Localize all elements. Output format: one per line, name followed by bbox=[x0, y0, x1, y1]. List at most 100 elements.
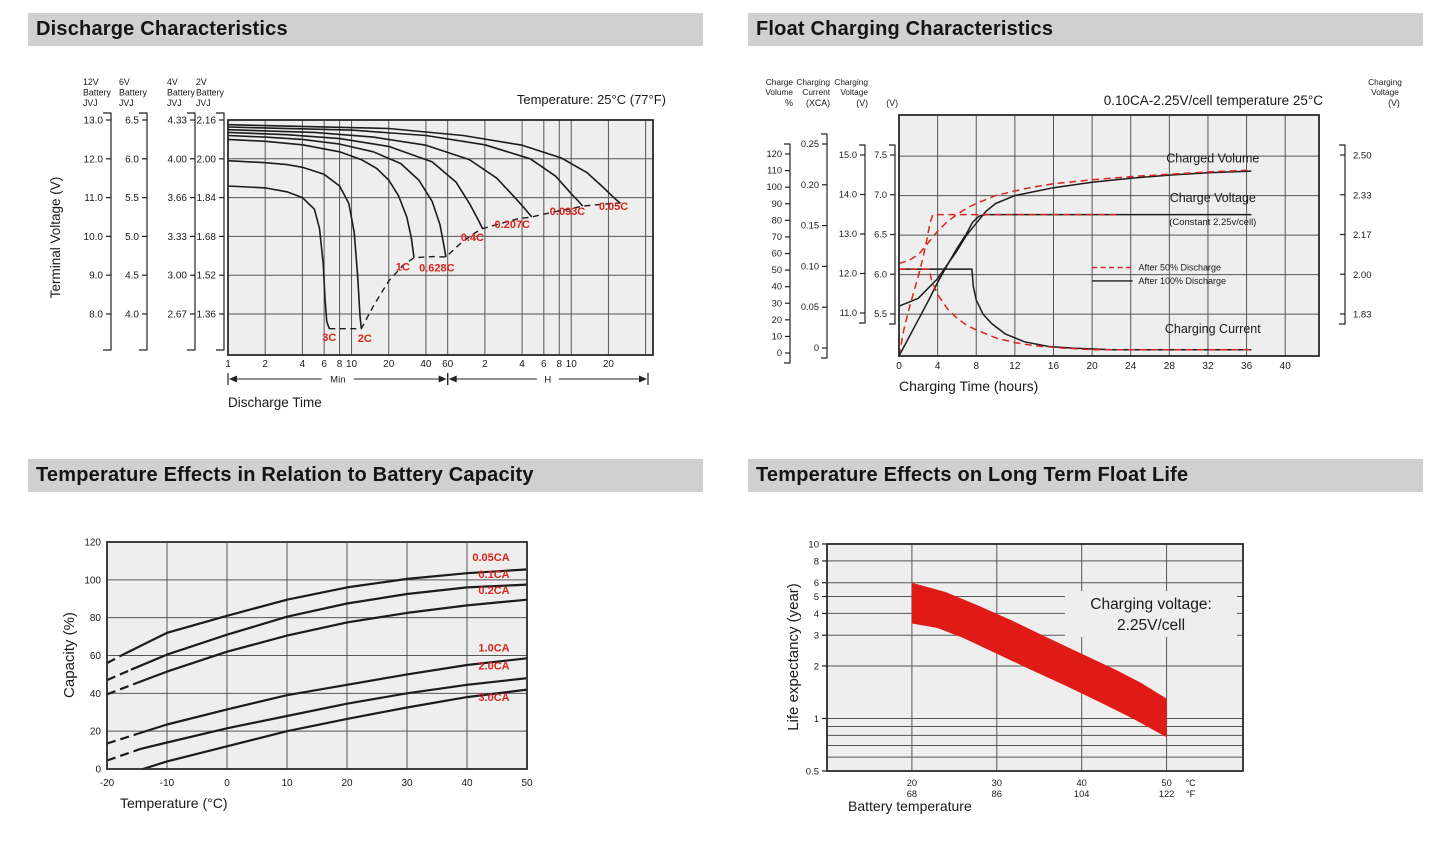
y-tick-label: 0.25 bbox=[801, 139, 819, 149]
right-tick-label: 2.50 bbox=[1353, 151, 1372, 162]
y-tick-label: 20 bbox=[90, 727, 102, 738]
axis-header: Charge bbox=[766, 77, 794, 87]
y-tick-label: 3 bbox=[814, 631, 819, 642]
curve-label-0.628C: 0.628C bbox=[419, 262, 455, 274]
x-tick-label: 28 bbox=[1164, 361, 1176, 372]
plot-border bbox=[826, 543, 1244, 772]
plot-border bbox=[227, 119, 654, 356]
y-tick-label: 0 bbox=[777, 348, 782, 358]
annotation-line1: Charging voltage: bbox=[1090, 596, 1212, 613]
y-tick-label: 9.0 bbox=[89, 271, 103, 282]
x-tick-label: -10 bbox=[160, 778, 175, 789]
y-tick-label: 50 bbox=[772, 265, 782, 275]
left-arrowhead bbox=[448, 375, 457, 383]
x-tick-label: 20 bbox=[1087, 361, 1099, 372]
span-label: H bbox=[544, 375, 551, 386]
plot-annotation: Charged Volume bbox=[1166, 151, 1259, 165]
curve-label-2C: 2C bbox=[358, 333, 372, 345]
y-tick-label: 80 bbox=[90, 613, 102, 624]
x-tick-label: 10 bbox=[566, 359, 578, 370]
y-tick-label: 10 bbox=[772, 331, 782, 341]
y-tick-label: 0 bbox=[95, 765, 101, 776]
y-tick-label: 11.0 bbox=[840, 308, 857, 318]
y-tick-label: 60 bbox=[772, 249, 782, 259]
curve-label-3.0CA: 3.0CA bbox=[478, 692, 509, 704]
y-tick-label: 2.16 bbox=[197, 116, 217, 127]
y-tick-label: 2.00 bbox=[197, 154, 217, 165]
section-header-temp-capacity: Temperature Effects in Relation to Batte… bbox=[28, 459, 703, 492]
y-tick-label: 14.0 bbox=[839, 190, 857, 200]
curve-label-0.1CA: 0.1CA bbox=[478, 569, 509, 581]
plot-border bbox=[106, 541, 528, 770]
series-after_50-charging_current bbox=[899, 268, 1252, 351]
x-tick-label-fahrenheit: 104 bbox=[1074, 789, 1090, 799]
x-axis-title: Temperature (°C) bbox=[120, 795, 228, 811]
y-tick-label: 120 bbox=[766, 149, 782, 159]
x-tick-label: 8 bbox=[337, 359, 343, 370]
legend-label-50: After 50% Discharge bbox=[1138, 263, 1221, 273]
x-tick-label: 0 bbox=[224, 778, 230, 789]
y-tick-label: 1.84 bbox=[197, 193, 217, 204]
discharge-curve-0.207C bbox=[227, 128, 533, 218]
scale-header: Battery bbox=[167, 88, 195, 98]
x-tick-label: 1 bbox=[225, 359, 231, 370]
axis-bracket bbox=[103, 112, 112, 351]
y-tick-label: 12.0 bbox=[84, 154, 104, 165]
y-tick-label: 0 bbox=[814, 343, 819, 353]
right-tick-label: 1.83 bbox=[1353, 310, 1372, 321]
capacity-curve-dash-0.2CA bbox=[106, 681, 138, 696]
x-unit-fahrenheit: °F bbox=[1186, 789, 1196, 799]
curve-label-0.05CA: 0.05CA bbox=[472, 552, 509, 564]
x-tick-label: 36 bbox=[1241, 361, 1253, 372]
capacity-curve-dash-0.05CA bbox=[106, 652, 126, 665]
y-tick-label: 90 bbox=[772, 199, 782, 209]
section-header-discharge: Discharge Characteristics bbox=[28, 13, 703, 46]
x-tick-label: 6 bbox=[321, 359, 327, 370]
x-tick-label: 40 bbox=[461, 778, 473, 789]
capacity-curve-0.2CA bbox=[136, 598, 528, 684]
temp-capacity-chart: 0.05CA 0.1CA 0.2CA 1.0CA 2.0CA 3.0CA 0 20 40 60 80… bbox=[61, 538, 533, 812]
x-tick-label: 60 bbox=[442, 359, 454, 370]
y-tick-label: 13.0 bbox=[84, 116, 104, 127]
discharge-curve-0.093C bbox=[227, 126, 584, 207]
y-tick-label: 1.68 bbox=[197, 232, 217, 243]
span-label: Min bbox=[330, 375, 345, 386]
y-axis-title: Capacity (%) bbox=[61, 612, 78, 698]
y-tick-label: 10.0 bbox=[84, 232, 104, 243]
curve-label-1C: 1C bbox=[396, 262, 410, 274]
axis-unit: (V) bbox=[886, 98, 898, 108]
capacity-curve-dash-0.1CA bbox=[106, 668, 132, 682]
y-axis-title: Life expectancy (year) bbox=[785, 583, 802, 731]
x-tick-label: 50 bbox=[521, 778, 533, 789]
x-tick-label: 4 bbox=[935, 361, 941, 372]
x-tick-label: 8 bbox=[556, 359, 562, 370]
y-axis-title: Terminal Voltage (V) bbox=[48, 177, 63, 299]
y-tick-label: 40 bbox=[772, 282, 782, 292]
x-tick-label: 2 bbox=[482, 359, 488, 370]
y-tick-label: 2.67 bbox=[168, 310, 188, 321]
section-header-float-charging: Float Charging Characteristics bbox=[748, 13, 1423, 46]
scale-header: 12V bbox=[83, 77, 99, 87]
y-tick-label: 100 bbox=[84, 575, 101, 586]
x-tick-label: 10 bbox=[281, 778, 293, 789]
right-axis-header: Voltage bbox=[1371, 87, 1399, 97]
y-tick-label: 13.0 bbox=[839, 229, 857, 239]
right-arrowhead bbox=[438, 375, 447, 383]
scale-header: Battery bbox=[83, 88, 111, 98]
scale-header: 6V bbox=[119, 77, 130, 87]
legend-label-100: After 100% Discharge bbox=[1138, 276, 1226, 286]
capacity-curve-0.05CA bbox=[124, 568, 528, 655]
x-unit-celsius: °C bbox=[1186, 778, 1197, 788]
discharge-curve-0.4C bbox=[227, 131, 484, 229]
scale-header: 4V bbox=[167, 77, 178, 87]
series-after_50-charged_volume bbox=[898, 169, 1247, 265]
y-tick-label: 110 bbox=[767, 166, 782, 176]
plot-border bbox=[898, 114, 1320, 357]
y-tick-label: 0.05 bbox=[801, 302, 819, 312]
axis-header: Volume bbox=[765, 87, 793, 97]
y-tick-label: 0.20 bbox=[801, 180, 819, 190]
x-tick-label: 16 bbox=[1048, 361, 1060, 372]
scale-header: Battery bbox=[196, 88, 224, 98]
y-tick-label: 4.00 bbox=[168, 154, 188, 165]
